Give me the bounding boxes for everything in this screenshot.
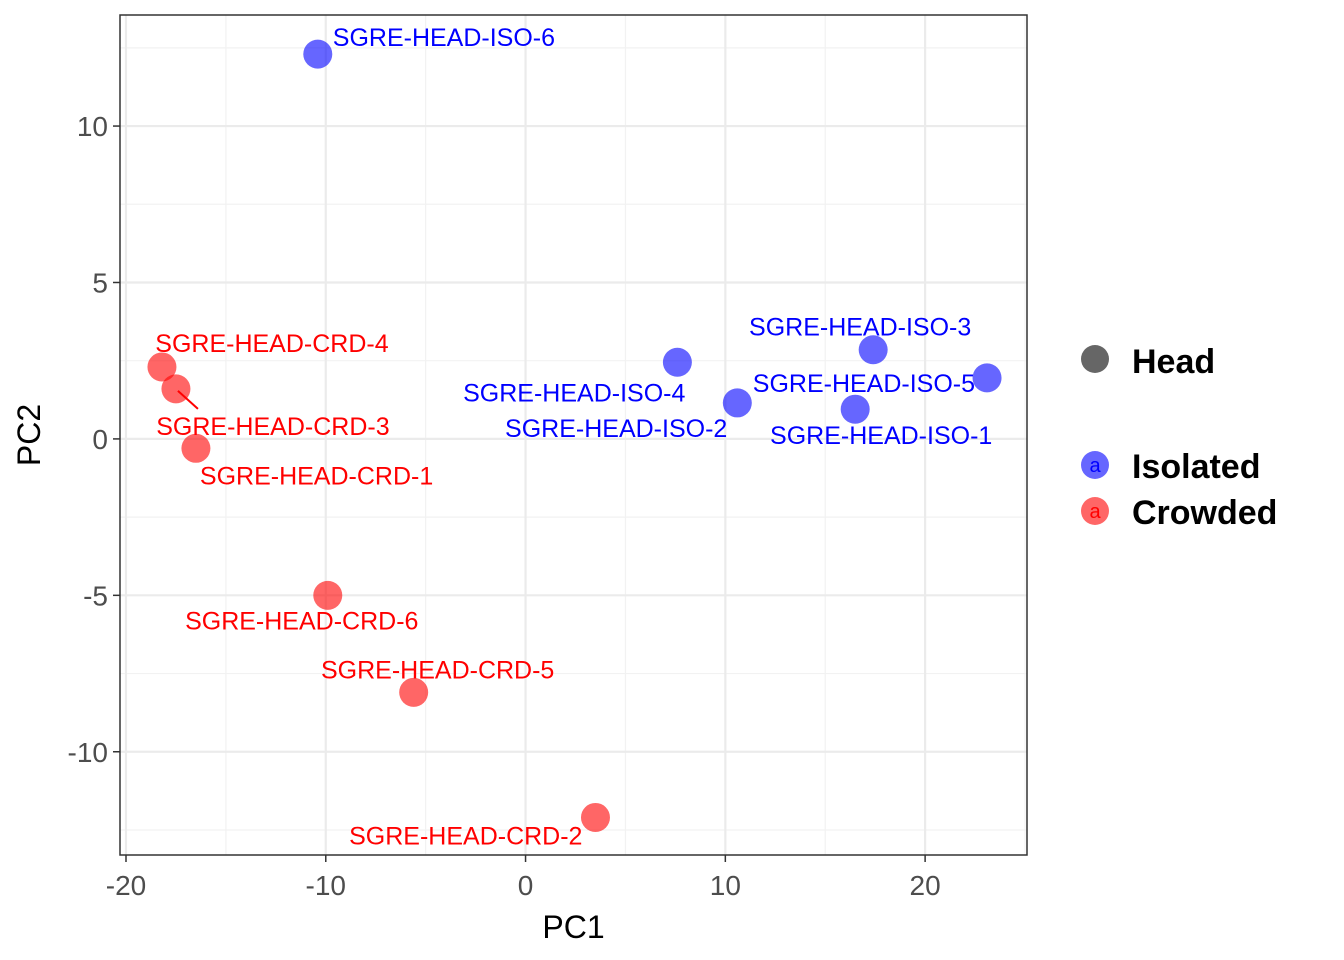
y-axis-title: PC2: [11, 404, 47, 466]
label-sgre-head-iso-4: SGRE-HEAD-ISO-4: [463, 379, 685, 407]
panel-background: [120, 15, 1027, 855]
y-tick-label: 0: [92, 424, 108, 455]
y-tick-label: -10: [68, 737, 108, 768]
point-sgre-head-crd-1: [181, 433, 211, 463]
point-sgre-head-crd-2: [580, 802, 610, 832]
point-labels: SGRE-HEAD-ISO-6 SGRE-HEAD-ISO-4 SGRE-HEAD-…: [155, 24, 992, 850]
point-sgre-head-crd-4: [147, 352, 177, 382]
y-tick-label: -5: [83, 580, 108, 611]
x-axis: -20 -10 0 10 20: [106, 855, 941, 901]
legend-glyph-isolated: a: [1089, 455, 1101, 477]
grid-major: [120, 15, 1027, 855]
label-sgre-head-iso-1: SGRE-HEAD-ISO-1: [770, 422, 992, 450]
point-sgre-head-crd-6: [313, 580, 343, 610]
legend: Head a Isolated a Crowded: [1081, 343, 1277, 532]
y-tick-label: 5: [92, 267, 108, 298]
x-tick-label: 10: [710, 870, 741, 901]
x-tick-label: -20: [106, 870, 146, 901]
legend-key-head: [1081, 345, 1109, 373]
label-sgre-head-crd-2: SGRE-HEAD-CRD-2: [349, 822, 582, 850]
label-sgre-head-iso-6: SGRE-HEAD-ISO-6: [333, 24, 555, 52]
label-sgre-head-iso-5: SGRE-HEAD-ISO-5: [753, 370, 975, 398]
legend-key-crowded: [1081, 497, 1109, 525]
point-sgre-head-iso-3: [858, 335, 888, 365]
legend-key-isolated: [1081, 451, 1109, 479]
legend-label-crowded: Crowded: [1132, 494, 1277, 532]
point-sgre-head-iso-6: [303, 39, 333, 69]
point-sgre-head-iso-5: [972, 363, 1002, 393]
label-sgre-head-crd-4: SGRE-HEAD-CRD-4: [155, 330, 388, 358]
x-axis-title: PC1: [542, 909, 604, 945]
point-sgre-head-iso-4: [662, 347, 692, 377]
x-tick-label: -10: [306, 870, 346, 901]
point-sgre-head-iso-2: [722, 388, 752, 418]
y-tick-label: 10: [77, 111, 108, 142]
point-sgre-head-crd-5: [399, 677, 429, 707]
label-sgre-head-crd-5: SGRE-HEAD-CRD-5: [321, 656, 554, 684]
label-sgre-head-iso-3: SGRE-HEAD-ISO-3: [749, 314, 971, 342]
x-tick-label: 0: [518, 870, 534, 901]
label-sgre-head-crd-6: SGRE-HEAD-CRD-6: [185, 607, 418, 635]
label-sgre-head-crd-3: SGRE-HEAD-CRD-3: [156, 413, 389, 441]
panel-border: [119, 14, 1028, 856]
legend-glyph-crowded: a: [1089, 501, 1101, 523]
data-points: [147, 39, 1002, 832]
label-sgre-head-crd-1: SGRE-HEAD-CRD-1: [200, 462, 433, 490]
label-sgre-head-iso-2: SGRE-HEAD-ISO-2: [505, 415, 727, 443]
label-connector-sgre-head-crd-3: [177, 390, 199, 410]
grid-minor: [120, 15, 1027, 855]
legend-label-isolated: Isolated: [1132, 448, 1260, 486]
x-tick-label: 20: [910, 870, 941, 901]
y-axis: -10 -5 0 5 10: [68, 111, 120, 768]
legend-label-head: Head: [1132, 343, 1215, 381]
point-sgre-head-iso-1: [840, 394, 870, 424]
